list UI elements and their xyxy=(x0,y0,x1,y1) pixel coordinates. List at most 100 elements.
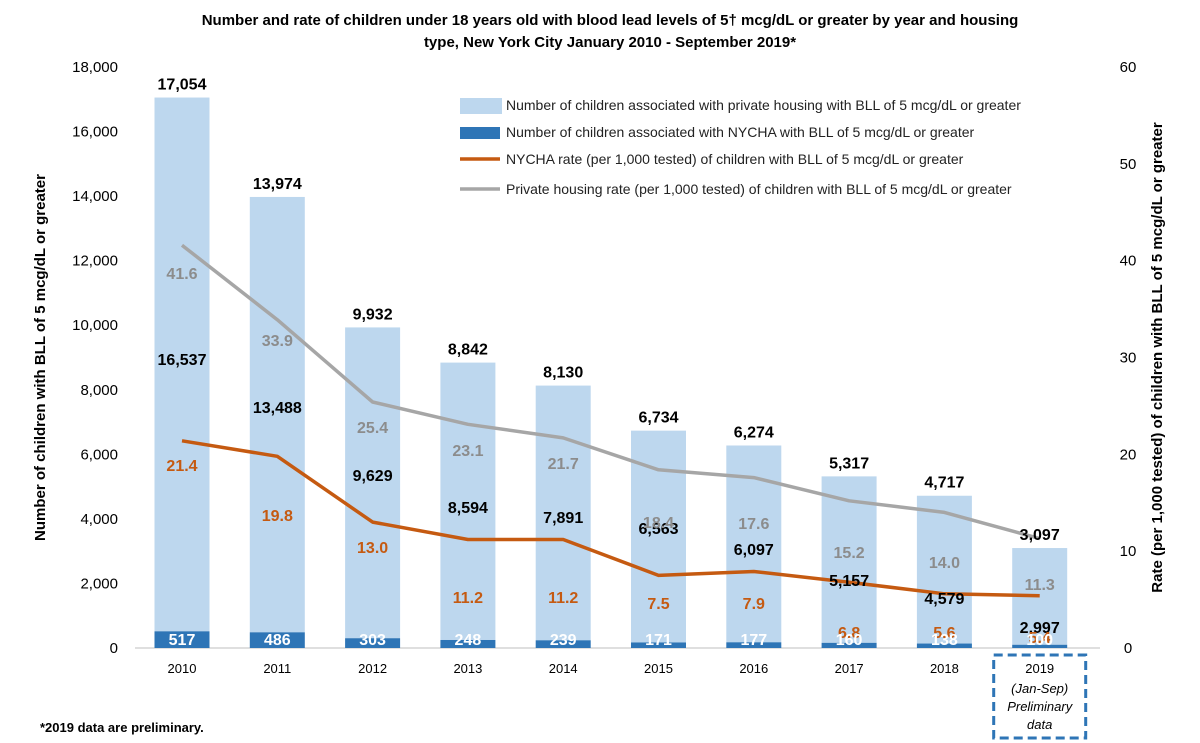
y-right-tick: 0 xyxy=(1124,640,1132,657)
total-label: 6,274 xyxy=(734,424,774,441)
y-left-tick: 10,000 xyxy=(72,317,118,334)
nycha-rate-label: 11.2 xyxy=(453,590,483,607)
nycha-count-label: 177 xyxy=(740,632,767,649)
nycha-rate-label: 21.4 xyxy=(166,458,197,475)
private-count-label: 4,579 xyxy=(924,591,964,608)
total-label: 17,054 xyxy=(158,77,207,94)
total-label: 6,734 xyxy=(638,410,678,427)
x-tick: 2012 xyxy=(358,661,387,676)
nycha-count-label: 160 xyxy=(836,632,863,649)
private-rate-label: 14.0 xyxy=(929,555,960,572)
nycha-rate-label: 7.5 xyxy=(647,596,669,613)
private-count-label: 6,563 xyxy=(638,521,678,538)
y-right-tick: 60 xyxy=(1120,59,1137,76)
bar-private-2013 xyxy=(440,362,496,640)
y-left-tick: 16,000 xyxy=(72,124,118,141)
x-tick: 2015 xyxy=(644,661,673,676)
total-label: 8,130 xyxy=(543,365,583,382)
x-tick: 2011 xyxy=(263,661,291,676)
axes: 0 2,000 4,000 6,000 8,000 10,000 12,000 14,000 1… xyxy=(32,59,1166,740)
legend-swatch xyxy=(460,127,500,139)
y-left-tick: 14,000 xyxy=(72,188,118,205)
x-tick: 2016 xyxy=(739,661,768,676)
legend: Number of children associated with priva… xyxy=(460,97,1021,197)
y-left-tick: 12,000 xyxy=(72,253,118,270)
y-left-tick: 4,000 xyxy=(80,511,118,528)
y-right-tick: 10 xyxy=(1120,543,1137,560)
nycha-rate-label: 11.2 xyxy=(548,590,578,607)
nycha-rate-label: 19.8 xyxy=(262,508,293,525)
private-rate-label: 17.6 xyxy=(738,516,769,533)
private-count-label: 6,097 xyxy=(734,542,774,559)
chart-title-line2: type, New York City January 2010 - Septe… xyxy=(423,34,797,51)
nycha-rate-label: 6.8 xyxy=(838,625,860,642)
private-count-label: 16,537 xyxy=(158,352,207,369)
x-tick: 2018 xyxy=(930,661,959,676)
y-left-tick: 0 xyxy=(110,640,118,657)
x-tick: 2014 xyxy=(549,661,578,676)
line-private-rate xyxy=(180,243,1041,541)
x-tick: 2013 xyxy=(453,661,482,676)
y-right-axis-label: Rate (per 1,000 tested) of children with… xyxy=(1149,122,1166,593)
rate-lines xyxy=(180,243,1041,598)
bar-private-2015 xyxy=(631,430,686,643)
chart-title: Number and rate of children under 18 yea… xyxy=(110,10,1110,54)
y-left-tick: 18,000 xyxy=(72,59,118,76)
x-tick-note: Preliminary xyxy=(1007,699,1074,714)
nycha-count-label: 517 xyxy=(169,632,196,649)
nycha-count-label: 248 xyxy=(455,632,482,649)
bar-nycha-2014 xyxy=(535,640,591,648)
data-labels: 17,054 16,537 41.6 21.4 517 13,974 13,488 33.9 1… xyxy=(158,77,1060,649)
legend-entry: NYCHA rate (per 1,000 tested) of childre… xyxy=(506,151,964,167)
nycha-rate-label: 5.4 xyxy=(1029,630,1051,647)
x-tick: 2010 xyxy=(168,661,197,676)
y-left-tick: 8,000 xyxy=(80,382,118,399)
y-right-tick: 20 xyxy=(1120,446,1137,463)
y-left-tick: 2,000 xyxy=(80,575,118,592)
nycha-rate-label: 13.0 xyxy=(357,540,388,557)
nycha-count-label: 303 xyxy=(359,632,386,649)
private-count-label: 2,997 xyxy=(1020,620,1060,637)
private-rate-label: 41.6 xyxy=(166,266,197,283)
private-rate-label: 18.4 xyxy=(643,515,674,532)
total-label: 13,974 xyxy=(253,176,302,193)
nycha-rate-label: 5.6 xyxy=(933,625,955,642)
total-label: 3,097 xyxy=(1020,527,1060,544)
total-label: 9,932 xyxy=(353,306,393,323)
total-label: 5,317 xyxy=(829,455,869,472)
legend-entry: Number of children associated with priva… xyxy=(506,97,1021,113)
legend-entry: Private housing rate (per 1,000 tested) … xyxy=(506,181,1012,197)
bar-nycha-2010 xyxy=(154,631,210,648)
private-count-label: 5,157 xyxy=(829,573,869,590)
bar-nycha-2012 xyxy=(345,638,401,648)
private-count-label: 9,629 xyxy=(353,468,393,485)
bar-nycha-2015 xyxy=(631,642,686,648)
y-left-axis-label: Number of children with BLL of 5 mcg/dL … xyxy=(32,174,49,541)
x-tick-note: data xyxy=(1027,717,1052,732)
bar-nycha-2011 xyxy=(249,632,305,648)
nycha-rate-label: 7.9 xyxy=(743,596,765,613)
y-right-tick: 50 xyxy=(1120,156,1137,173)
private-count-label: 7,891 xyxy=(543,510,583,527)
bar-nycha-2018 xyxy=(916,643,972,648)
bar-private-2014 xyxy=(535,385,591,641)
legend-entry: Number of children associated with NYCHA… xyxy=(506,124,975,140)
private-rate-label: 15.2 xyxy=(834,545,865,562)
x-tick-note: (Jan-Sep) xyxy=(1011,681,1068,696)
nycha-count-label: 138 xyxy=(931,632,958,649)
x-tick: 2019 xyxy=(1025,661,1054,676)
bar-private-2018 xyxy=(916,495,972,644)
y-left-tick: 6,000 xyxy=(80,446,118,463)
y-right-tick: 40 xyxy=(1120,253,1137,270)
nycha-count-label: 239 xyxy=(550,632,577,649)
bar-private-2012 xyxy=(345,327,401,639)
private-rate-label: 23.1 xyxy=(452,443,483,460)
total-label: 8,842 xyxy=(448,342,488,359)
bar-private-2011 xyxy=(249,196,305,633)
bar-private-2010 xyxy=(154,97,210,632)
bar-nycha-2013 xyxy=(440,639,496,648)
private-rate-label: 21.7 xyxy=(548,456,579,473)
bar-nycha-2019 xyxy=(1012,644,1068,648)
bar-nycha-2017 xyxy=(821,642,877,648)
